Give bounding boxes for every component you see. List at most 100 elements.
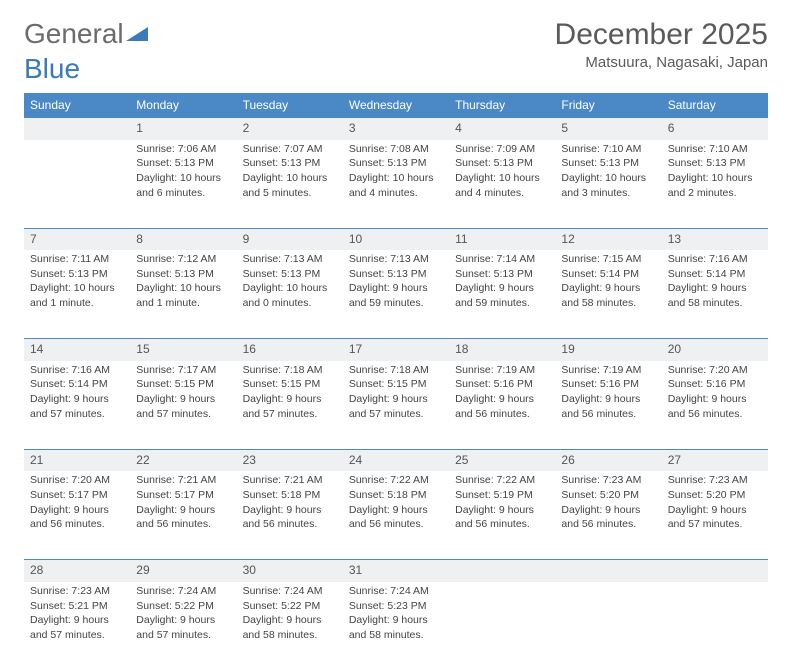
daylight-text: and 6 minutes. — [136, 187, 230, 201]
daylight-text: Daylight: 9 hours — [349, 282, 443, 296]
sunrise-text: Sunrise: 7:20 AM — [668, 364, 762, 378]
logo: General — [24, 18, 150, 50]
day-content-cell: Sunrise: 7:20 AMSunset: 5:17 PMDaylight:… — [24, 471, 130, 559]
sunrise-text: Sunrise: 7:10 AM — [668, 143, 762, 157]
day-content: Sunrise: 7:19 AMSunset: 5:16 PMDaylight:… — [555, 361, 661, 429]
sunset-text: Sunset: 5:13 PM — [30, 268, 124, 282]
daylight-text: and 4 minutes. — [349, 187, 443, 201]
day-number-cell: 3 — [343, 117, 449, 140]
sunset-text: Sunset: 5:13 PM — [349, 268, 443, 282]
sunrise-text: Sunrise: 7:21 AM — [243, 474, 337, 488]
triangle-icon — [126, 18, 148, 50]
sunset-text: Sunset: 5:22 PM — [243, 600, 337, 614]
day-content-cell: Sunrise: 7:21 AMSunset: 5:18 PMDaylight:… — [237, 471, 343, 559]
daylight-text: and 56 minutes. — [561, 518, 655, 532]
day-number: 18 — [449, 338, 555, 361]
day-number: 27 — [662, 449, 768, 472]
day-number-cell: 15 — [130, 338, 236, 361]
day-number: 8 — [130, 228, 236, 251]
day-content: Sunrise: 7:17 AMSunset: 5:15 PMDaylight:… — [130, 361, 236, 429]
sunrise-text: Sunrise: 7:14 AM — [455, 253, 549, 267]
sunrise-text: Sunrise: 7:22 AM — [455, 474, 549, 488]
day-number — [555, 559, 661, 582]
day-content-cell — [555, 582, 661, 670]
daylight-text: and 56 minutes. — [455, 408, 549, 422]
day-content-cell: Sunrise: 7:15 AMSunset: 5:14 PMDaylight:… — [555, 250, 661, 338]
sunset-text: Sunset: 5:14 PM — [668, 268, 762, 282]
day-number-cell: 22 — [130, 449, 236, 472]
daylight-text: Daylight: 9 hours — [668, 393, 762, 407]
daylight-text: and 57 minutes. — [668, 518, 762, 532]
day-number: 16 — [237, 338, 343, 361]
daylight-text: Daylight: 9 hours — [668, 282, 762, 296]
day-content: Sunrise: 7:18 AMSunset: 5:15 PMDaylight:… — [343, 361, 449, 429]
day-number-cell: 20 — [662, 338, 768, 361]
sunset-text: Sunset: 5:22 PM — [136, 600, 230, 614]
daylight-text: and 57 minutes. — [136, 408, 230, 422]
day-number-cell: 29 — [130, 559, 236, 582]
daylight-text: and 1 minute. — [136, 297, 230, 311]
day-number-row: 14151617181920 — [24, 338, 768, 361]
daylight-text: Daylight: 9 hours — [349, 504, 443, 518]
day-number-row: 28293031 — [24, 559, 768, 582]
sunset-text: Sunset: 5:13 PM — [561, 157, 655, 171]
day-number-row: 78910111213 — [24, 228, 768, 251]
day-content-cell: Sunrise: 7:22 AMSunset: 5:19 PMDaylight:… — [449, 471, 555, 559]
sunset-text: Sunset: 5:13 PM — [136, 157, 230, 171]
day-number-cell — [449, 559, 555, 582]
day-number — [24, 117, 130, 140]
daylight-text: Daylight: 9 hours — [243, 504, 337, 518]
day-number: 26 — [555, 449, 661, 472]
day-content-cell: Sunrise: 7:14 AMSunset: 5:13 PMDaylight:… — [449, 250, 555, 338]
day-content-cell: Sunrise: 7:10 AMSunset: 5:13 PMDaylight:… — [555, 140, 661, 228]
day-number: 12 — [555, 228, 661, 251]
day-number-cell: 28 — [24, 559, 130, 582]
daylight-text: Daylight: 9 hours — [30, 393, 124, 407]
sunrise-text: Sunrise: 7:13 AM — [243, 253, 337, 267]
day-content-cell — [449, 582, 555, 670]
day-content-cell: Sunrise: 7:18 AMSunset: 5:15 PMDaylight:… — [237, 361, 343, 449]
day-number-cell: 5 — [555, 117, 661, 140]
daylight-text: Daylight: 9 hours — [136, 614, 230, 628]
day-number-cell: 24 — [343, 449, 449, 472]
weekday-header: Friday — [555, 93, 661, 117]
daylight-text: and 58 minutes. — [561, 297, 655, 311]
daylight-text: and 57 minutes. — [243, 408, 337, 422]
day-content-cell: Sunrise: 7:10 AMSunset: 5:13 PMDaylight:… — [662, 140, 768, 228]
sunset-text: Sunset: 5:23 PM — [349, 600, 443, 614]
day-content: Sunrise: 7:23 AMSunset: 5:21 PMDaylight:… — [24, 582, 130, 650]
calendar-body: 123456Sunrise: 7:06 AMSunset: 5:13 PMDay… — [24, 117, 768, 670]
day-number: 14 — [24, 338, 130, 361]
sunset-text: Sunset: 5:13 PM — [243, 157, 337, 171]
daylight-text: and 4 minutes. — [455, 187, 549, 201]
day-number: 7 — [24, 228, 130, 251]
day-number-cell: 8 — [130, 228, 236, 251]
day-number: 22 — [130, 449, 236, 472]
sunrise-text: Sunrise: 7:16 AM — [30, 364, 124, 378]
daylight-text: Daylight: 9 hours — [243, 393, 337, 407]
daylight-text: Daylight: 10 hours — [561, 172, 655, 186]
day-number: 4 — [449, 117, 555, 140]
day-content-row: Sunrise: 7:23 AMSunset: 5:21 PMDaylight:… — [24, 582, 768, 670]
sunrise-text: Sunrise: 7:12 AM — [136, 253, 230, 267]
daylight-text: Daylight: 9 hours — [30, 614, 124, 628]
sunset-text: Sunset: 5:16 PM — [561, 378, 655, 392]
day-content: Sunrise: 7:16 AMSunset: 5:14 PMDaylight:… — [662, 250, 768, 318]
day-number — [662, 559, 768, 582]
weekday-header-row: Sunday Monday Tuesday Wednesday Thursday… — [24, 93, 768, 117]
sunrise-text: Sunrise: 7:15 AM — [561, 253, 655, 267]
day-content: Sunrise: 7:23 AMSunset: 5:20 PMDaylight:… — [662, 471, 768, 539]
daylight-text: Daylight: 10 hours — [243, 282, 337, 296]
daylight-text: Daylight: 10 hours — [668, 172, 762, 186]
day-number-cell: 18 — [449, 338, 555, 361]
day-number-cell: 7 — [24, 228, 130, 251]
day-number-cell: 30 — [237, 559, 343, 582]
day-content-row: Sunrise: 7:20 AMSunset: 5:17 PMDaylight:… — [24, 471, 768, 559]
daylight-text: and 58 minutes. — [668, 297, 762, 311]
day-content: Sunrise: 7:06 AMSunset: 5:13 PMDaylight:… — [130, 140, 236, 208]
day-number: 23 — [237, 449, 343, 472]
daylight-text: and 57 minutes. — [136, 629, 230, 643]
daylight-text: Daylight: 10 hours — [136, 282, 230, 296]
day-content-cell: Sunrise: 7:24 AMSunset: 5:23 PMDaylight:… — [343, 582, 449, 670]
sunset-text: Sunset: 5:18 PM — [243, 489, 337, 503]
